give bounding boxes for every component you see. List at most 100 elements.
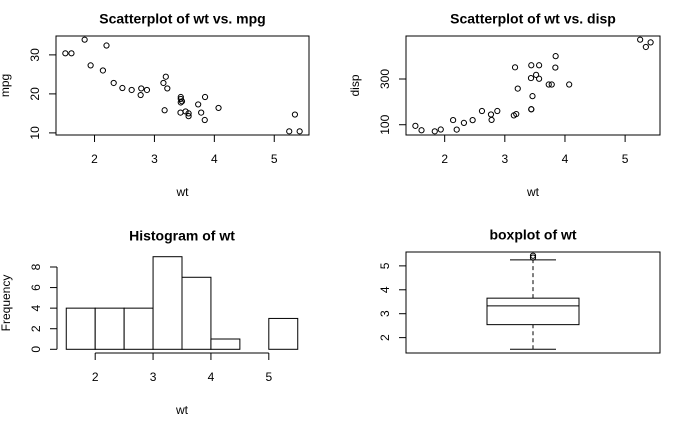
bar	[152, 256, 183, 350]
bar	[94, 307, 125, 350]
outlier	[529, 252, 537, 259]
point	[418, 127, 425, 134]
point	[529, 93, 536, 100]
bar	[268, 317, 299, 350]
x-tick-label: 4	[562, 152, 569, 166]
x-tick-label: 5	[622, 152, 629, 166]
point	[164, 85, 171, 92]
point	[552, 64, 559, 71]
point	[510, 112, 517, 119]
point	[215, 104, 222, 112]
x-tick-label: 5	[265, 370, 272, 384]
y-tick-label: 8	[29, 263, 43, 270]
point	[478, 107, 486, 115]
point	[552, 53, 559, 60]
point	[143, 86, 151, 94]
chart-title: Scatterplot of wt vs. disp	[450, 11, 616, 27]
x-tick-label: 2	[92, 370, 99, 384]
y-tick-label: 3	[378, 310, 392, 317]
point	[637, 36, 644, 43]
point	[177, 109, 184, 116]
point	[494, 107, 501, 115]
point	[286, 128, 293, 135]
y-tick-label: 6	[29, 284, 43, 291]
point	[527, 74, 535, 82]
y-tick-label: 300	[378, 69, 392, 89]
x-tick-label: 3	[150, 370, 157, 384]
y-axis-label: disp	[348, 74, 362, 96]
point	[453, 126, 460, 133]
point	[81, 36, 88, 43]
point	[528, 62, 535, 69]
point	[185, 110, 192, 117]
y-tick-label: 2	[378, 334, 392, 341]
point	[68, 50, 75, 57]
chart-title: Scatterplot of wt vs. mpg	[99, 11, 265, 27]
point	[532, 71, 540, 78]
point	[431, 128, 438, 135]
x-tick-label: 4	[208, 370, 215, 384]
outlier	[529, 254, 537, 261]
point	[185, 113, 192, 120]
y-tick-label: 4	[29, 304, 43, 311]
point	[62, 50, 69, 57]
y-tick-label: 0	[29, 346, 43, 353]
point	[201, 116, 208, 124]
box	[486, 297, 580, 326]
y-tick-label: 2	[29, 325, 43, 332]
x-axis-label: wt	[175, 403, 189, 417]
point	[536, 62, 543, 69]
point	[119, 84, 126, 92]
point	[201, 93, 209, 101]
point	[177, 99, 184, 106]
chart-title: boxplot of wt	[489, 227, 576, 243]
point	[545, 81, 552, 88]
point	[87, 62, 94, 69]
point	[103, 42, 110, 49]
point	[161, 107, 168, 114]
point	[195, 101, 202, 108]
point	[437, 126, 444, 133]
point	[469, 117, 476, 124]
x-tick-label: 3	[501, 152, 508, 166]
bar	[181, 276, 212, 350]
point	[548, 81, 555, 88]
point	[291, 111, 299, 118]
point	[99, 67, 107, 74]
plot-box	[55, 35, 310, 136]
point	[178, 98, 186, 105]
x-axis-label: wt	[526, 185, 540, 199]
bar	[65, 307, 96, 350]
y-tick-label: 4	[378, 286, 392, 293]
point	[536, 75, 543, 82]
point	[514, 85, 521, 92]
y-tick-label: 30	[28, 48, 42, 62]
x-axis-label: wt	[176, 185, 190, 199]
y-tick-label: 20	[28, 87, 42, 101]
point	[128, 86, 135, 94]
y-axis-label: Frequency	[0, 275, 13, 332]
point	[528, 106, 535, 113]
y-axis-label: mpg	[0, 74, 12, 97]
point	[487, 111, 495, 118]
point	[162, 73, 169, 80]
point	[138, 85, 145, 92]
bar	[123, 307, 154, 350]
x-tick-label: 4	[211, 152, 218, 166]
bar	[210, 338, 241, 350]
x-tick-label: 2	[91, 152, 98, 166]
point	[642, 43, 649, 51]
point	[160, 79, 167, 87]
point	[566, 81, 573, 88]
x-tick-label: 2	[441, 152, 448, 166]
point	[449, 116, 457, 124]
y-tick-label: 10	[28, 126, 42, 140]
x-tick-label: 5	[271, 152, 278, 166]
point	[198, 109, 205, 116]
point	[110, 79, 117, 87]
point	[137, 91, 144, 99]
plot-box	[405, 35, 661, 136]
point	[511, 64, 519, 71]
y-tick-label: 5	[378, 262, 392, 269]
y-tick-label: 100	[378, 114, 392, 134]
